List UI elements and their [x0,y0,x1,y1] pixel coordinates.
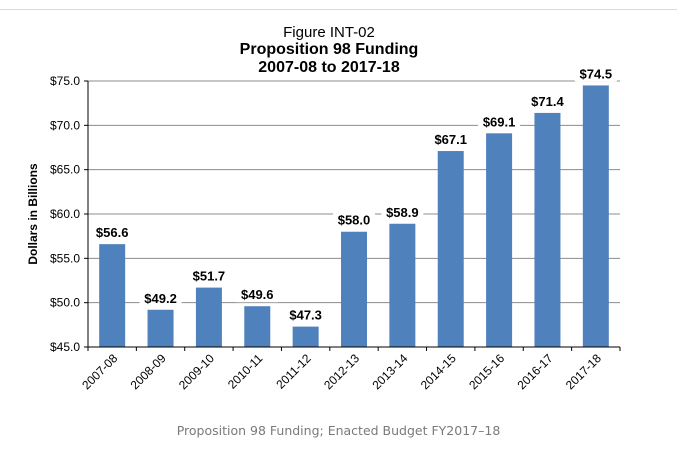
data-label-background [187,266,230,284]
data-label-background [284,305,327,323]
x-tick-label: 2008-09 [128,351,169,392]
figure-caption: Proposition 98 Funding; Enacted Budget F… [176,423,501,438]
gridlines [88,80,620,304]
data-label-background [429,130,472,148]
y-axis-label: Dollars in Billions [26,163,40,265]
data-label: $69.1 [483,114,516,129]
top-divider [0,9,677,10]
bar [292,326,319,347]
bar [486,133,513,347]
data-label: $49.2 [144,291,177,306]
bar [147,309,174,347]
chart-subtitle: 2007-08 to 2017-18 [258,59,400,76]
data-label-background [91,223,134,241]
y-tick-label: $50.0 [50,296,80,310]
bar [99,244,126,347]
data-label-background [236,285,279,303]
x-tick-label: 2013-14 [369,351,410,392]
data-label-background [333,210,375,228]
data-label: $67.1 [434,132,467,147]
labels: $45.0 $50.0 $55.0 $60.0 $65.0 $70.0 $75.0 $56.6… [50,64,617,392]
y-tick-label: $70.0 [50,118,80,132]
x-tick-label: 2007-08 [79,351,120,392]
y-tick-label: $45.0 [50,340,80,354]
x-tick-label: 2015-16 [466,351,507,392]
chart-title: Proposition 98 Funding [240,41,419,58]
axes [84,80,621,351]
data-label: $71.4 [531,94,564,109]
y-tick-label: $75.0 [50,74,80,88]
figure-label: Figure INT-02 [283,24,375,41]
data-label-background [574,64,617,82]
bar [534,112,561,347]
x-tick-label: 2016-17 [515,351,556,392]
data-label: $74.5 [580,66,613,81]
data-label: $49.6 [241,287,274,302]
data-label-background [478,112,521,130]
data-label: $58.0 [338,213,371,228]
data-label-background [526,91,569,109]
chart: Figure INT-02 Proposition 98 Funding 200… [26,24,621,392]
data-label: $58.9 [386,205,419,220]
x-tick-label: 2014-15 [418,351,459,392]
data-label-background [139,288,182,306]
y-tick-label: $65.0 [50,163,80,177]
y-tick-label: $60.0 [50,207,80,221]
x-tick-label: 2012-13 [321,351,362,392]
x-tick-label: 2017-18 [563,351,604,392]
data-label: $47.3 [289,308,322,323]
data-label-background [381,202,424,220]
x-tick-label: 2009-10 [176,351,217,392]
bar [437,151,464,347]
bars [99,85,609,347]
y-tick-label: $55.0 [50,251,80,265]
bar [582,85,609,347]
bar [341,231,367,347]
bar [389,223,416,347]
data-label: $51.7 [193,269,226,284]
x-tick-label: 2010-11 [225,351,266,392]
data-label: $56.6 [96,225,129,240]
bar [244,306,271,347]
x-tick-label: 2011-12 [273,351,314,392]
bar [195,287,222,347]
